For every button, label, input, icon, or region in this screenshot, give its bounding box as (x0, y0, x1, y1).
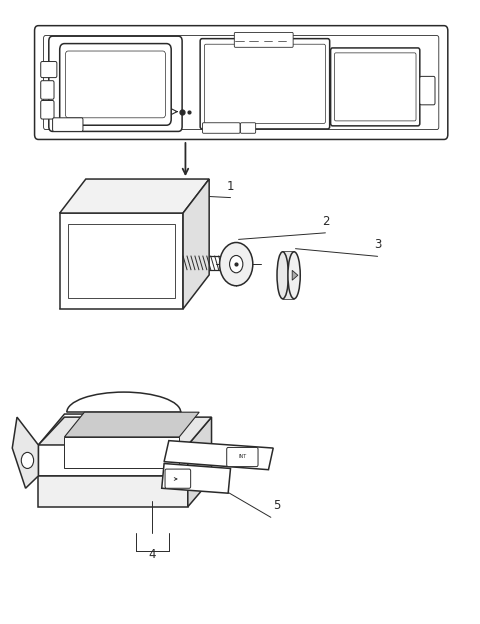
Polygon shape (164, 441, 273, 470)
Polygon shape (68, 224, 175, 298)
Polygon shape (60, 179, 209, 213)
Polygon shape (283, 251, 294, 299)
FancyBboxPatch shape (165, 469, 191, 488)
Polygon shape (38, 417, 212, 445)
FancyBboxPatch shape (65, 51, 166, 118)
Text: 4: 4 (148, 548, 156, 560)
FancyBboxPatch shape (200, 39, 330, 129)
FancyBboxPatch shape (41, 100, 54, 119)
Polygon shape (188, 417, 212, 507)
Circle shape (229, 255, 243, 273)
Polygon shape (38, 476, 188, 507)
Polygon shape (292, 270, 298, 280)
Polygon shape (162, 464, 230, 493)
FancyBboxPatch shape (35, 26, 448, 139)
Polygon shape (64, 437, 179, 468)
Text: 5: 5 (273, 499, 281, 512)
FancyBboxPatch shape (420, 76, 435, 105)
Polygon shape (64, 412, 199, 437)
FancyBboxPatch shape (227, 447, 258, 467)
Polygon shape (38, 414, 188, 476)
FancyBboxPatch shape (240, 123, 256, 134)
Ellipse shape (277, 251, 288, 299)
FancyBboxPatch shape (41, 80, 54, 99)
FancyBboxPatch shape (203, 123, 240, 134)
Polygon shape (12, 417, 38, 488)
FancyBboxPatch shape (53, 118, 83, 132)
FancyBboxPatch shape (335, 53, 416, 121)
Text: 3: 3 (374, 238, 381, 251)
FancyBboxPatch shape (234, 32, 293, 47)
Circle shape (21, 452, 34, 469)
FancyBboxPatch shape (49, 36, 182, 132)
Ellipse shape (288, 251, 300, 299)
FancyBboxPatch shape (331, 48, 420, 126)
FancyBboxPatch shape (60, 44, 171, 125)
FancyBboxPatch shape (204, 44, 325, 124)
Circle shape (219, 243, 253, 286)
Text: 2: 2 (322, 215, 329, 228)
Polygon shape (60, 213, 183, 309)
Text: INT: INT (238, 454, 247, 459)
Text: 1: 1 (227, 180, 234, 193)
FancyBboxPatch shape (41, 62, 57, 77)
FancyBboxPatch shape (44, 36, 439, 130)
Polygon shape (183, 179, 209, 309)
